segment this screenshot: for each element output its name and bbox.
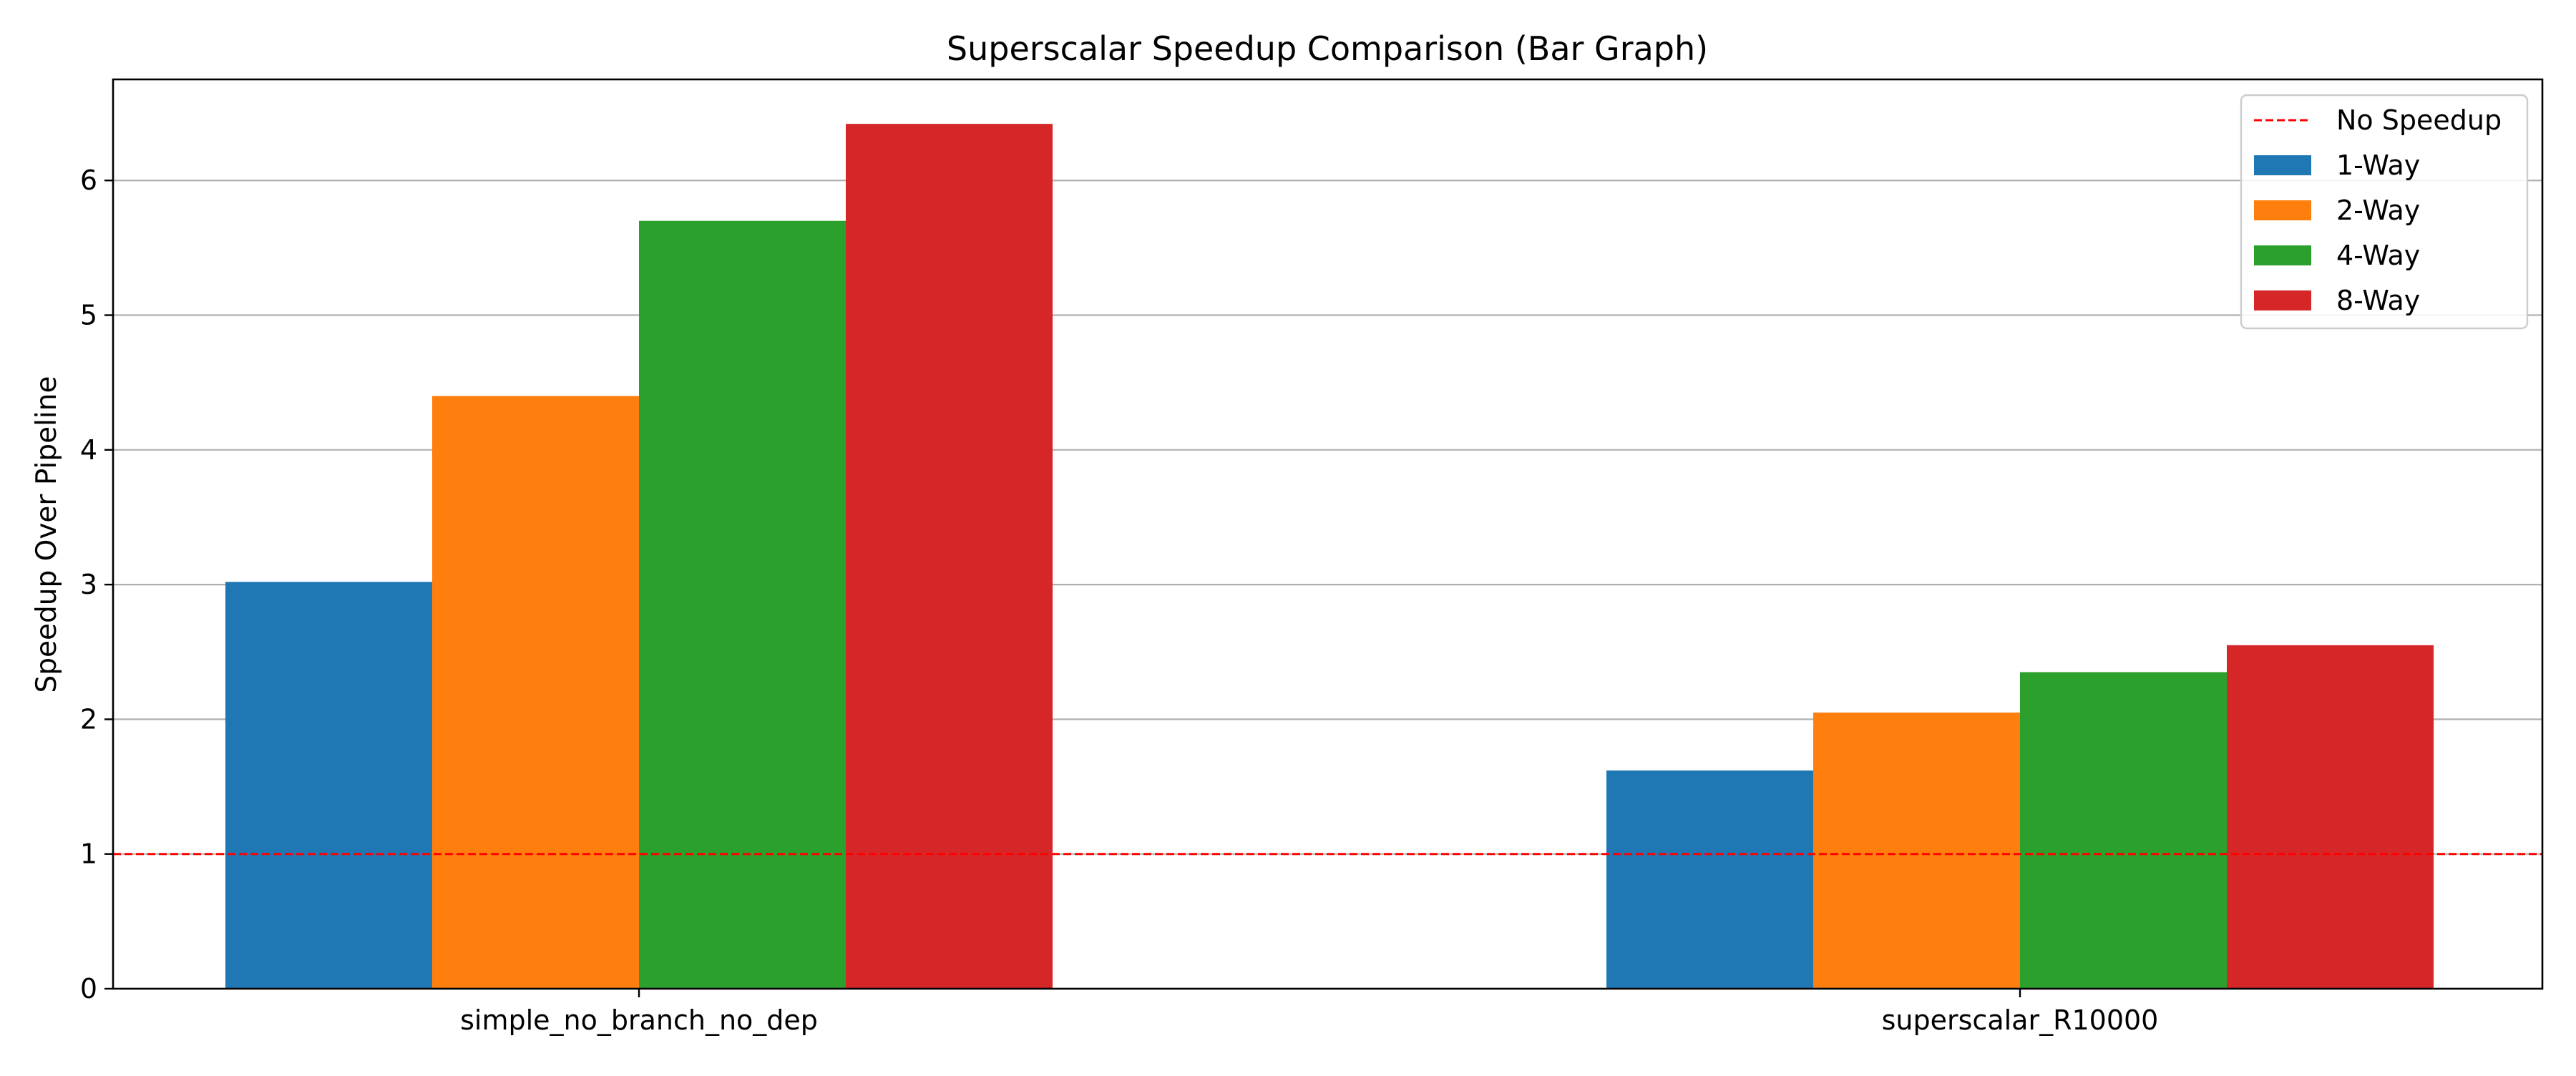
y-tick-label-5: 5 bbox=[80, 300, 97, 331]
y-tick-label-4: 4 bbox=[80, 434, 97, 466]
x-tick-label-superscalar_R10000: superscalar_R10000 bbox=[1882, 1004, 2159, 1036]
y-tick-label-0: 0 bbox=[80, 973, 97, 1004]
legend: No Speedup 1-Way 2-Way 4-Way 8-Way bbox=[2240, 94, 2529, 330]
bar-1-way-simple_no_branch_no_dep bbox=[225, 582, 432, 989]
bar-4-way-superscalar_R10000 bbox=[2020, 672, 2227, 989]
legend-box bbox=[2240, 94, 2529, 330]
bar-8-way-simple_no_branch_no_dep bbox=[846, 124, 1053, 989]
bar-2-way-superscalar_R10000 bbox=[1813, 712, 2020, 989]
bar-2-way-simple_no_branch_no_dep bbox=[432, 396, 639, 989]
bars bbox=[225, 124, 2434, 989]
legend-label-8-way: 8-Way bbox=[2336, 285, 2420, 316]
y-tick-label-6: 6 bbox=[80, 165, 97, 196]
chart-title: Superscalar Speedup Comparison (Bar Grap… bbox=[947, 29, 1708, 68]
legend-swatch-8-way bbox=[2254, 290, 2311, 310]
y-tick-label-1: 1 bbox=[80, 838, 97, 870]
plot-frame bbox=[112, 78, 2544, 990]
y-tick-label-2: 2 bbox=[80, 703, 97, 735]
bar-4-way-simple_no_branch_no_dep bbox=[639, 220, 846, 989]
y-tick-label-3: 3 bbox=[80, 569, 97, 600]
legend-label-2-way: 2-Way bbox=[2336, 195, 2420, 226]
y-axis-label: Speedup Over Pipeline bbox=[31, 376, 63, 693]
legend-label-1-way: 1-Way bbox=[2336, 150, 2420, 181]
bar-8-way-superscalar_R10000 bbox=[2227, 645, 2434, 989]
legend-label-no-speedup: No Speedup bbox=[2336, 104, 2502, 136]
legend-label-4-way: 4-Way bbox=[2336, 240, 2420, 271]
legend-swatch-2-way bbox=[2254, 200, 2311, 220]
legend-swatch-4-way bbox=[2254, 245, 2311, 265]
axes: 0 1 2 3 4 5 6 simple_no_branch_no_dep superscala… bbox=[80, 78, 2544, 1036]
bar-1-way-superscalar_R10000 bbox=[1606, 770, 1813, 989]
x-tick-label-simple_no_branch_no_dep: simple_no_branch_no_dep bbox=[460, 1004, 818, 1036]
legend-swatch-1-way bbox=[2254, 155, 2311, 175]
